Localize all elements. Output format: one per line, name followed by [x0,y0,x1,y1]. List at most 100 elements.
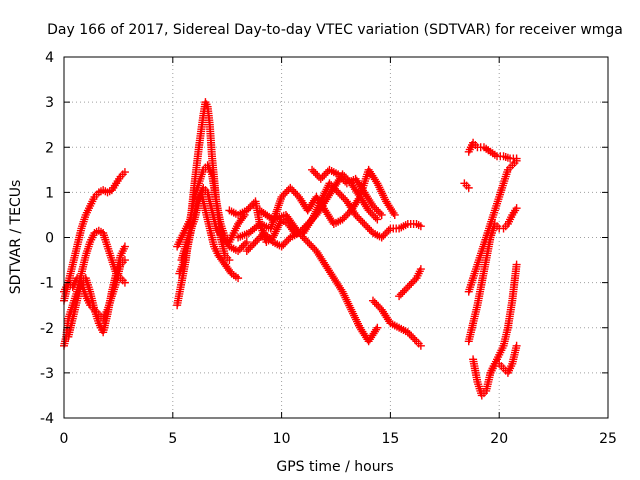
data-point-marker [405,330,414,339]
y-tick-label: 4 [45,50,54,66]
data-point-marker [360,219,369,228]
series-arc-17 [464,156,521,296]
data-point-marker [400,286,409,295]
data-point-marker [282,187,291,196]
data-point-marker [303,219,312,228]
data-point-marker [308,165,317,174]
data-point-marker [279,191,288,200]
data-point-marker [512,341,521,350]
data-point-marker [120,242,129,251]
data-point-marker [407,279,416,288]
series-arc-21 [460,179,473,192]
data-point-marker [234,247,243,256]
data-point-marker [308,214,317,223]
data-point-marker [368,201,377,210]
y-tick-label: 2 [45,140,54,156]
data-point-marker [249,239,258,248]
data-point-marker [301,236,310,245]
data-point-marker [244,245,253,254]
x-tick-label: 15 [381,431,399,447]
data-point-marker [342,211,351,220]
chart-title: Day 166 of 2017, Sidereal Day-to-day VTE… [47,22,623,38]
data-point-marker [372,300,381,309]
data-point-marker [311,169,320,178]
data-point-marker [335,172,344,181]
data-point-marker [286,183,295,192]
data-point-marker [318,173,327,182]
data-point-marker [281,189,290,198]
data-point-marker [246,202,255,211]
data-point-marker [237,243,246,252]
data-point-marker [305,239,314,248]
data-point-marker [303,238,312,247]
y-tick-label: -2 [40,321,54,337]
series-arc-20 [486,260,521,377]
data-point-marker [242,238,251,247]
x-tick-label: 25 [599,431,617,447]
data-point-marker [307,241,316,250]
data-point-marker [261,230,270,239]
data-point-marker [343,210,352,219]
data-point-marker [368,210,377,219]
data-point-marker [512,204,521,213]
data-point-marker [382,228,391,237]
data-point-marker [316,174,325,183]
series-arc-18 [464,204,521,346]
data-point-marker [281,238,290,247]
data-point-marker [244,204,253,213]
data-point-marker [300,223,309,232]
x-tick-label: 0 [60,431,69,447]
data-point-marker [373,323,382,332]
data-point-marker [512,156,521,165]
data-point-marker [369,211,378,220]
data-point-marker [396,290,405,299]
data-point-marker [377,210,386,219]
series-arc-12 [308,165,386,219]
series-arc-13 [255,206,382,346]
y-tick-label: -3 [40,366,54,382]
data-point-marker [246,243,255,252]
series-arc-19 [469,341,521,400]
data-point-marker [416,265,425,274]
series-arc-14 [368,296,425,350]
data-point-marker [320,171,329,180]
data-point-marker [239,241,248,250]
data-point-marker [309,167,318,176]
data-point-marker [338,215,347,224]
data-point-marker [379,231,388,240]
data-point-marker [334,188,343,197]
data-point-marker [398,288,407,297]
y-tick-label: -1 [40,276,54,292]
data-point-marker [305,218,314,227]
data-point-marker [339,193,348,202]
data-point-marker [416,222,425,231]
data-point-marker [296,230,305,239]
series-arc-8 [177,183,251,265]
data-point-marker [405,281,414,290]
data-point-marker [260,228,269,237]
data-point-marker [356,216,365,225]
data-point-marker [409,277,418,286]
data-point-marker [372,325,381,334]
data-point-marker [339,175,348,184]
data-point-marker [321,169,330,178]
data-point-marker [254,234,263,243]
data-point-marker [410,335,419,344]
data-point-marker [241,239,250,248]
y-tick-label: 1 [45,185,54,201]
y-tick-label: -4 [40,411,54,427]
y-tick-label: 3 [45,95,54,111]
data-point-marker [313,171,322,180]
data-point-marker [337,191,346,200]
data-point-marker [390,210,399,219]
data-point-marker [374,207,383,216]
x-tick-label: 20 [490,431,508,447]
data-point-marker [407,331,416,340]
data-point-marker [370,298,379,307]
data-point-marker [374,302,383,311]
data-point-marker [120,168,129,177]
data-point-marker [373,215,382,224]
data-point-marker [277,242,286,251]
data-point-marker [308,243,317,252]
